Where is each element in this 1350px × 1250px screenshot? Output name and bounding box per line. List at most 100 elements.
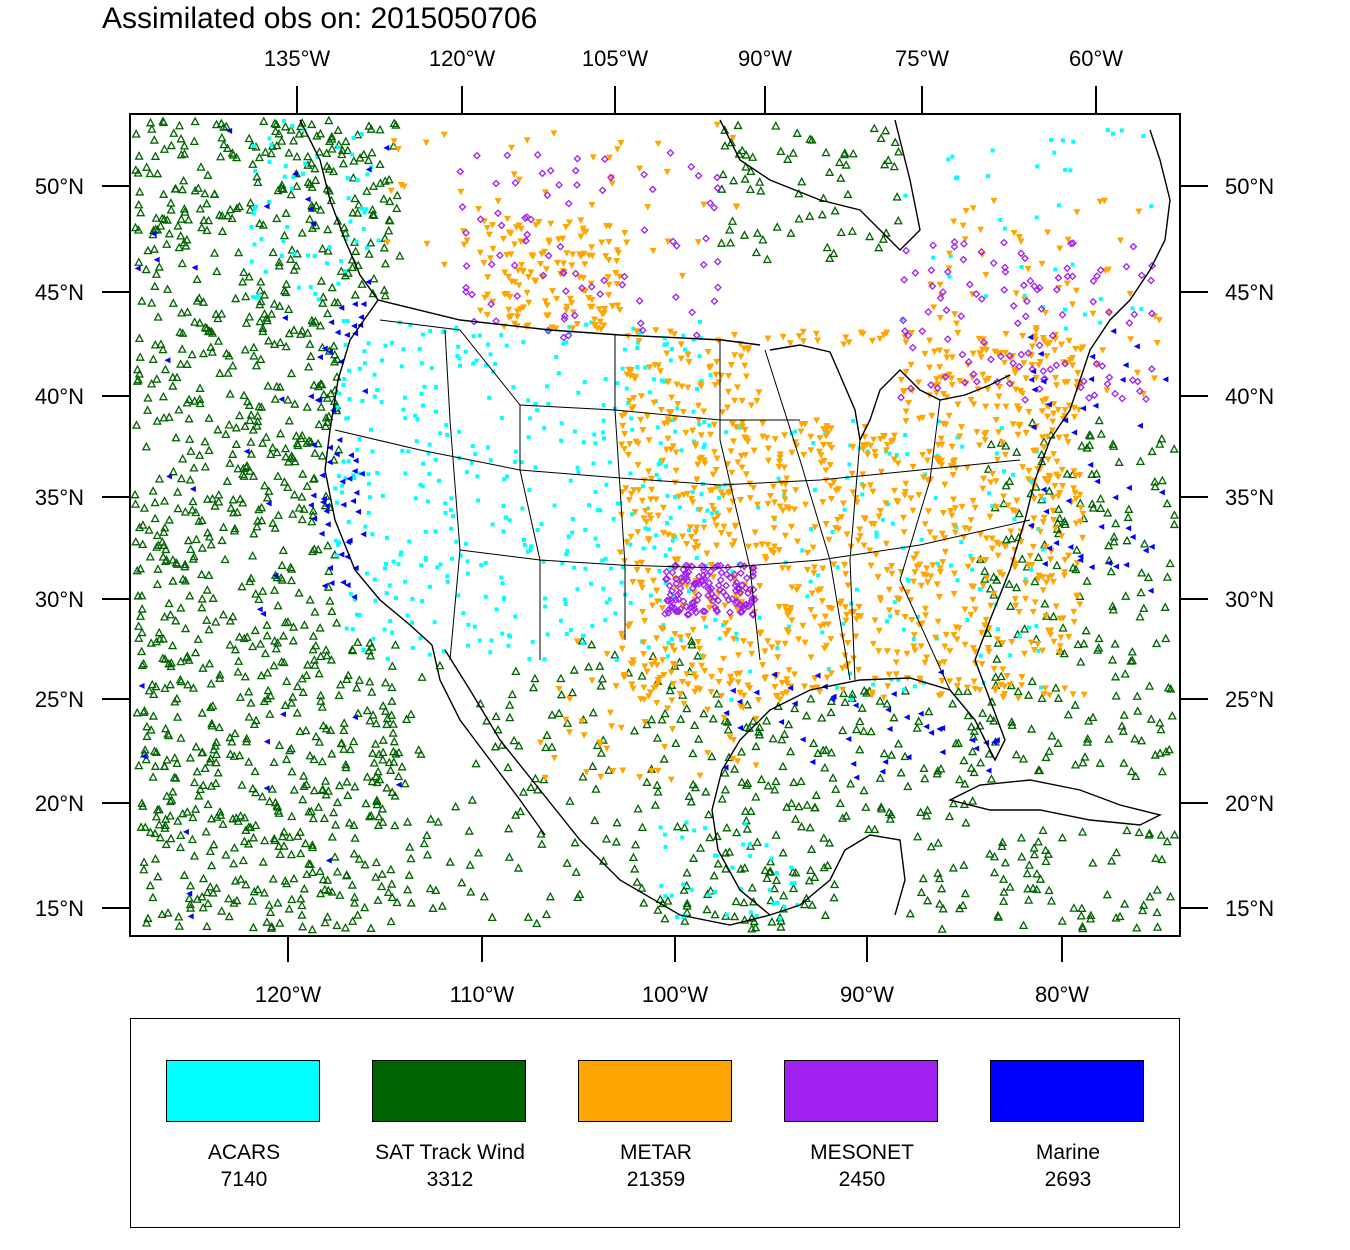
metar-point — [667, 776, 675, 784]
sat-wind-point — [1144, 681, 1155, 690]
sat-wind-point — [364, 121, 374, 130]
sat-wind-point — [228, 611, 238, 621]
acars-point — [691, 409, 696, 414]
metar-point — [577, 217, 585, 224]
sat-wind-point — [1005, 601, 1016, 610]
right-lat-label: 15°N — [1225, 896, 1274, 921]
acars-point — [601, 418, 606, 423]
sat-wind-point — [310, 448, 320, 457]
mesonet-point — [543, 191, 552, 200]
metar-point — [664, 419, 672, 427]
mesonet-point — [664, 597, 673, 605]
sat-wind-point — [1109, 536, 1119, 546]
sat-wind-point — [324, 136, 335, 145]
metar-point — [676, 690, 684, 698]
acars-point — [847, 462, 852, 467]
metar-point — [679, 533, 687, 540]
sat-wind-point — [993, 638, 1003, 647]
metar-point — [663, 350, 671, 357]
sat-wind-point — [182, 307, 193, 316]
marine-point — [1123, 561, 1130, 568]
sat-wind-point — [146, 725, 156, 734]
metar-point — [621, 410, 629, 418]
mesonet-point — [1077, 383, 1085, 392]
sat-wind-point — [292, 438, 302, 448]
marine-point — [360, 531, 367, 538]
marine-point — [973, 745, 980, 752]
metar-point — [383, 239, 391, 246]
sat-wind-point — [866, 726, 876, 736]
sat-wind-point — [161, 839, 171, 849]
sat-wind-point — [246, 698, 256, 707]
metar-point — [1032, 336, 1040, 344]
acars-point — [702, 518, 707, 523]
sat-wind-point — [1155, 748, 1165, 757]
metar-point — [732, 203, 740, 211]
sat-wind-point — [916, 807, 926, 816]
metar-point — [901, 492, 909, 499]
acars-point — [774, 871, 779, 876]
sat-wind-point — [788, 883, 799, 893]
sat-wind-point — [197, 569, 207, 579]
sat-wind-point — [702, 904, 712, 914]
metar-point — [982, 535, 990, 542]
sat-wind-point — [1063, 709, 1073, 719]
acars-point — [1068, 168, 1073, 173]
sat-wind-point — [215, 151, 226, 161]
metar-point — [807, 433, 815, 441]
sat-wind-point — [225, 389, 235, 398]
acars-point — [366, 510, 371, 515]
acars-point — [337, 391, 342, 396]
metar-point — [618, 645, 626, 653]
metar-point — [754, 501, 762, 509]
sat-wind-point — [153, 564, 163, 573]
metar-point — [779, 333, 787, 341]
mesonet-point — [559, 269, 568, 277]
metar-point — [1015, 423, 1023, 430]
marine-point — [260, 610, 267, 617]
sat-wind-point — [162, 791, 172, 800]
mesonet-point — [690, 598, 698, 607]
mesonet-point — [722, 581, 731, 590]
sat-wind-point — [315, 623, 325, 632]
metar-point — [517, 226, 525, 233]
sat-wind-point — [320, 884, 330, 894]
sat-wind-point — [733, 120, 743, 130]
metar-point — [1051, 525, 1059, 533]
acars-point — [673, 429, 678, 434]
pacific-coastline — [299, 119, 433, 646]
marine-point — [263, 738, 270, 745]
metar-point — [547, 220, 555, 228]
sat-wind-point — [805, 134, 815, 143]
metar-point — [954, 329, 962, 337]
sat-wind-point — [386, 710, 397, 719]
metar-point — [653, 598, 661, 605]
acars-point — [420, 484, 425, 489]
acars-point — [370, 449, 375, 454]
sat-wind-point — [337, 738, 347, 747]
sat-wind-point — [296, 848, 306, 858]
acars-point — [764, 843, 769, 848]
metar-point — [648, 602, 656, 609]
metar-point — [941, 643, 949, 650]
acars-point — [360, 206, 365, 211]
metar-point — [588, 252, 596, 260]
sat-wind-point — [171, 615, 181, 625]
sat-wind-point — [1044, 885, 1054, 895]
acars-point — [423, 529, 428, 534]
acars-point — [596, 543, 601, 548]
acars-point — [694, 386, 699, 391]
metar-point — [1077, 346, 1085, 353]
sat-wind-point — [556, 689, 567, 699]
metar-point — [678, 272, 686, 280]
metar-point — [724, 388, 732, 396]
sat-wind-point — [301, 725, 311, 735]
metar-point — [525, 299, 533, 307]
sat-wind-point — [178, 328, 188, 337]
metar-point — [1065, 552, 1073, 560]
sat-wind-point — [332, 354, 342, 364]
sat-wind-point — [322, 912, 333, 921]
sat-wind-point — [1107, 655, 1118, 664]
metar-point — [600, 322, 608, 329]
metar-point — [809, 544, 817, 552]
